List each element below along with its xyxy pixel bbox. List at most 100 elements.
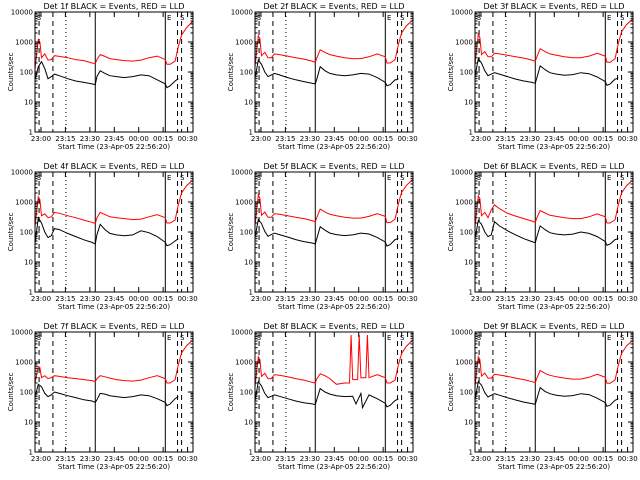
x-tick-label: 00:15: [593, 455, 613, 463]
panel-title: Det 3f BLACK = Events, RED = LLD: [483, 2, 624, 11]
events-series-line: [254, 218, 399, 247]
y-tick-label: 1000: [15, 199, 33, 207]
marker-e: E: [167, 174, 171, 182]
x-axis-label: Start Time (23-Apr-05 22:56:20): [498, 303, 610, 311]
x-tick-label: 00:30: [177, 295, 197, 303]
x-tick-label: 23:00: [471, 135, 491, 143]
panel-title: Det 1f BLACK = Events, RED = LLD: [43, 2, 184, 11]
plot-frame: [474, 331, 634, 453]
x-tick-label: 23:15: [495, 455, 515, 463]
lld-series-line: [254, 178, 414, 226]
x-tick-label: 23:15: [275, 135, 295, 143]
x-tick-label: 23:30: [300, 295, 320, 303]
y-tick-label: 10: [464, 419, 473, 427]
marker-s2: S: [180, 174, 185, 182]
lld-series-line: [254, 334, 414, 387]
x-tick-label: 23:45: [324, 295, 344, 303]
x-tick-label: 00:15: [593, 295, 613, 303]
x-tick-label: 00:15: [153, 455, 173, 463]
x-tick-label: 00:00: [129, 455, 149, 463]
y-tick-label: 10: [24, 99, 33, 107]
y-tick-label: 10: [464, 259, 473, 267]
events-series-line: [34, 383, 179, 407]
y-tick-label: 10000: [451, 9, 473, 17]
x-tick-label: 23:30: [300, 455, 320, 463]
x-tick-label: 23:45: [324, 455, 344, 463]
marker-s: S: [37, 174, 42, 182]
x-tick-label: 00:00: [569, 135, 589, 143]
marker-e: E: [167, 14, 171, 22]
x-axis-label: Start Time (23-Apr-05 22:56:20): [278, 143, 390, 151]
x-tick-label: 00:30: [617, 295, 637, 303]
y-tick-label: 10: [24, 419, 33, 427]
x-tick-label: 23:15: [275, 455, 295, 463]
x-tick-label: 00:00: [129, 295, 149, 303]
plot-frame: [254, 331, 414, 453]
panel-title: Det 4f BLACK = Events, RED = LLD: [43, 162, 184, 171]
lld-series-line: [474, 179, 634, 227]
plot-frame: [254, 171, 414, 293]
y-tick-label: 1: [469, 289, 473, 297]
x-tick-label: 23:15: [495, 135, 515, 143]
x-tick-label: 00:30: [397, 455, 417, 463]
y-tick-label: 10000: [11, 169, 33, 177]
x-tick-label: 00:15: [373, 295, 393, 303]
marker-e: E: [607, 14, 611, 22]
y-tick-label: 1: [29, 289, 33, 297]
y-tick-label: 1000: [455, 359, 473, 367]
lld-series-line: [474, 18, 634, 65]
y-tick-label: 1: [469, 129, 473, 137]
marker-e: E: [607, 334, 611, 342]
y-tick-label: 100: [460, 69, 473, 77]
events-series-line: [474, 380, 619, 408]
x-tick-label: 23:15: [495, 295, 515, 303]
x-axis-label: Start Time (23-Apr-05 22:56:20): [58, 143, 170, 151]
y-tick-label: 10: [244, 259, 253, 267]
y-tick-label: 10: [24, 259, 33, 267]
y-tick-label: 1000: [455, 199, 473, 207]
panel-title: Det 2f BLACK = Events, RED = LLD: [263, 2, 404, 11]
y-axis-label: Counts/sec: [7, 53, 15, 92]
y-axis-label: Counts/sec: [447, 53, 455, 92]
x-tick-label: 00:15: [373, 135, 393, 143]
lld-series-line: [254, 19, 414, 67]
panel-title: Det 6f BLACK = Events, RED = LLD: [483, 162, 624, 171]
x-tick-label: 23:00: [471, 295, 491, 303]
y-tick-label: 1000: [235, 359, 253, 367]
x-tick-label: 23:45: [104, 455, 124, 463]
lld-series-line: [34, 20, 194, 70]
y-tick-label: 100: [20, 69, 33, 77]
y-tick-label: 1000: [235, 199, 253, 207]
plot-frame: [34, 11, 194, 133]
x-tick-label: 23:45: [104, 135, 124, 143]
x-tick-label: 23:30: [80, 295, 100, 303]
marker-s2: S: [400, 174, 405, 182]
x-tick-label: 23:15: [55, 455, 75, 463]
y-tick-label: 10000: [231, 329, 253, 337]
x-tick-label: 00:00: [349, 295, 369, 303]
y-tick-label: 100: [20, 389, 33, 397]
y-tick-label: 10000: [11, 9, 33, 17]
lld-series-line: [474, 339, 634, 387]
y-tick-label: 10000: [451, 329, 473, 337]
plot-frame: [34, 171, 194, 293]
y-tick-label: 100: [460, 229, 473, 237]
events-series-line: [474, 219, 619, 246]
y-tick-label: 10: [244, 99, 253, 107]
lld-series-line: [34, 339, 194, 384]
x-tick-label: 00:00: [569, 295, 589, 303]
marker-s: S: [37, 14, 42, 22]
marker-s: S: [477, 174, 482, 182]
y-tick-label: 1: [469, 449, 473, 457]
y-axis-label: Counts/sec: [447, 213, 455, 252]
events-series-line: [474, 57, 619, 86]
y-axis-label: Counts/sec: [7, 373, 15, 412]
y-tick-label: 10000: [231, 169, 253, 177]
y-tick-label: 10000: [451, 169, 473, 177]
marker-s2: S: [180, 14, 185, 22]
y-tick-label: 1: [249, 129, 253, 137]
x-tick-label: 23:00: [251, 455, 271, 463]
